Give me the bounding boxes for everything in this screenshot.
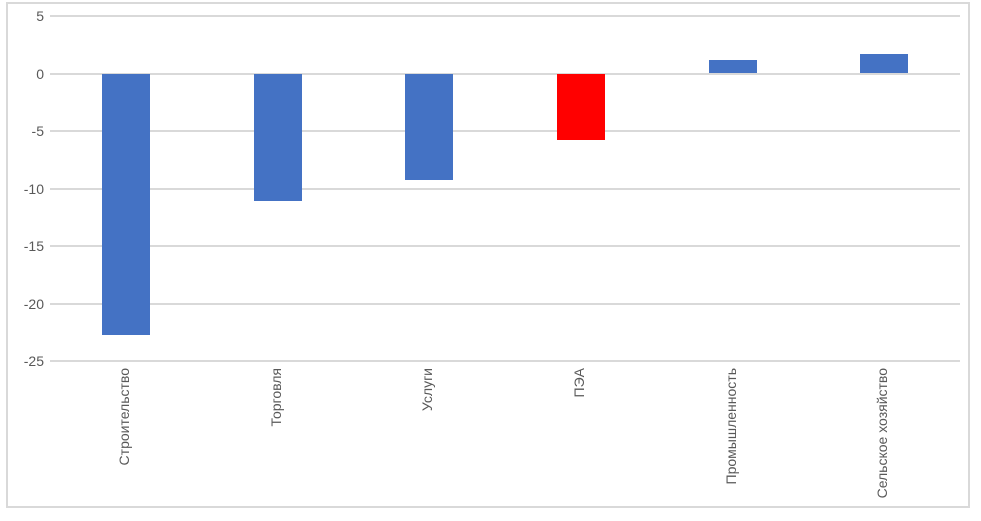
x-axis-label: Промышленность [722,368,739,485]
x-axis-label: ПЭА [570,368,587,398]
x-axis-label: Сельское хозяйство [874,368,891,499]
bar [556,73,605,141]
gridline [50,130,960,132]
bar [101,73,150,335]
y-tick-label: 0 [36,65,44,82]
y-tick-label: -25 [23,353,44,369]
gridline [50,72,960,75]
y-tick-label: -20 [23,295,44,312]
bar [860,53,909,74]
bar [708,59,757,74]
chart-frame: 5 0 -5 -10 -15 -20 -25 Строительство Торговля Усл… [6,2,970,508]
gridline [50,302,960,305]
y-tick-label: -5 [31,123,44,139]
y-tick-label: -15 [23,238,44,254]
bar [405,73,454,181]
gridline [50,187,960,190]
bar [253,73,302,202]
y-tick-label: 5 [36,8,44,24]
gridline [50,360,960,362]
x-axis-label: Услуги [419,368,436,412]
gridline [50,245,960,247]
x-axis-label: Торговля [267,368,284,427]
gridline [50,15,960,17]
x-axis-label: Строительство [115,368,132,466]
y-tick-label: -10 [23,180,44,197]
